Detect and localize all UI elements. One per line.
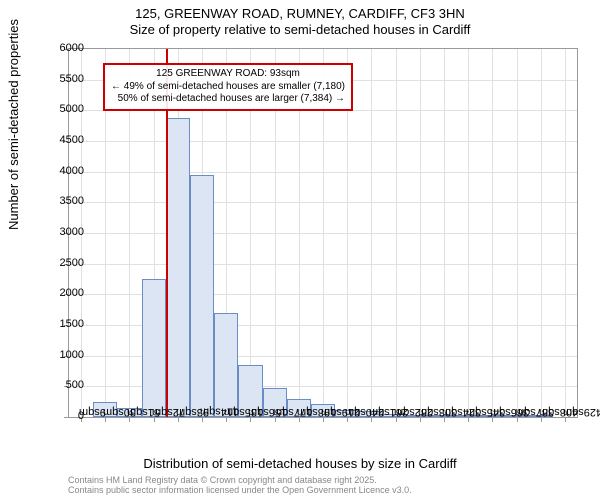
gridline-v xyxy=(468,49,469,417)
plot-area: 125 GREENWAY ROAD: 93sqm← 49% of semi-de… xyxy=(68,48,578,418)
y-tick-label: 1500 xyxy=(34,318,84,330)
y-tick-label: 5000 xyxy=(34,103,84,115)
y-tick-label: 2000 xyxy=(34,287,84,299)
footer-line-2: Contains public sector information licen… xyxy=(68,486,412,496)
plot-box: 125 GREENWAY ROAD: 93sqm← 49% of semi-de… xyxy=(68,48,578,418)
gridline-v xyxy=(420,49,421,417)
y-tick-label: 500 xyxy=(34,379,84,391)
annotation-box: 125 GREENWAY ROAD: 93sqm← 49% of semi-de… xyxy=(103,63,353,111)
title-line-1: 125, GREENWAY ROAD, RUMNEY, CARDIFF, CF3… xyxy=(0,6,600,22)
histogram-bar xyxy=(166,118,190,417)
gridline-v xyxy=(371,49,372,417)
y-tick-label: 2500 xyxy=(34,257,84,269)
gridline-v xyxy=(492,49,493,417)
annotation-line-3: 50% of semi-detached houses are larger (… xyxy=(111,93,345,106)
y-tick-label: 4500 xyxy=(34,134,84,146)
title-block: 125, GREENWAY ROAD, RUMNEY, CARDIFF, CF3… xyxy=(0,0,600,41)
gridline-v xyxy=(396,49,397,417)
annotation-line-2: ← 49% of semi-detached houses are smalle… xyxy=(111,81,345,94)
y-tick-label: 3500 xyxy=(34,195,84,207)
annotation-line-1: 125 GREENWAY ROAD: 93sqm xyxy=(111,68,345,81)
gridline-v xyxy=(541,49,542,417)
y-tick-label: 5500 xyxy=(34,73,84,85)
title-line-2: Size of property relative to semi-detach… xyxy=(0,22,600,38)
histogram-bar xyxy=(214,313,238,417)
y-tick-label: 6000 xyxy=(34,42,84,54)
y-axis-label: Number of semi-detached properties xyxy=(6,19,21,230)
gridline-v xyxy=(444,49,445,417)
gridline-v xyxy=(565,49,566,417)
x-axis-label: Distribution of semi-detached houses by … xyxy=(0,456,600,471)
chart-container: 125, GREENWAY ROAD, RUMNEY, CARDIFF, CF3… xyxy=(0,0,600,500)
gridline-v xyxy=(517,49,518,417)
histogram-bar xyxy=(142,279,166,417)
y-tick-label: 1000 xyxy=(34,349,84,361)
footer-attribution: Contains HM Land Registry data © Crown c… xyxy=(68,476,412,496)
y-tick-label: 4000 xyxy=(34,165,84,177)
y-tick-label: 3000 xyxy=(34,226,84,238)
y-tick-label: 0 xyxy=(34,410,84,422)
histogram-bar xyxy=(190,175,214,417)
